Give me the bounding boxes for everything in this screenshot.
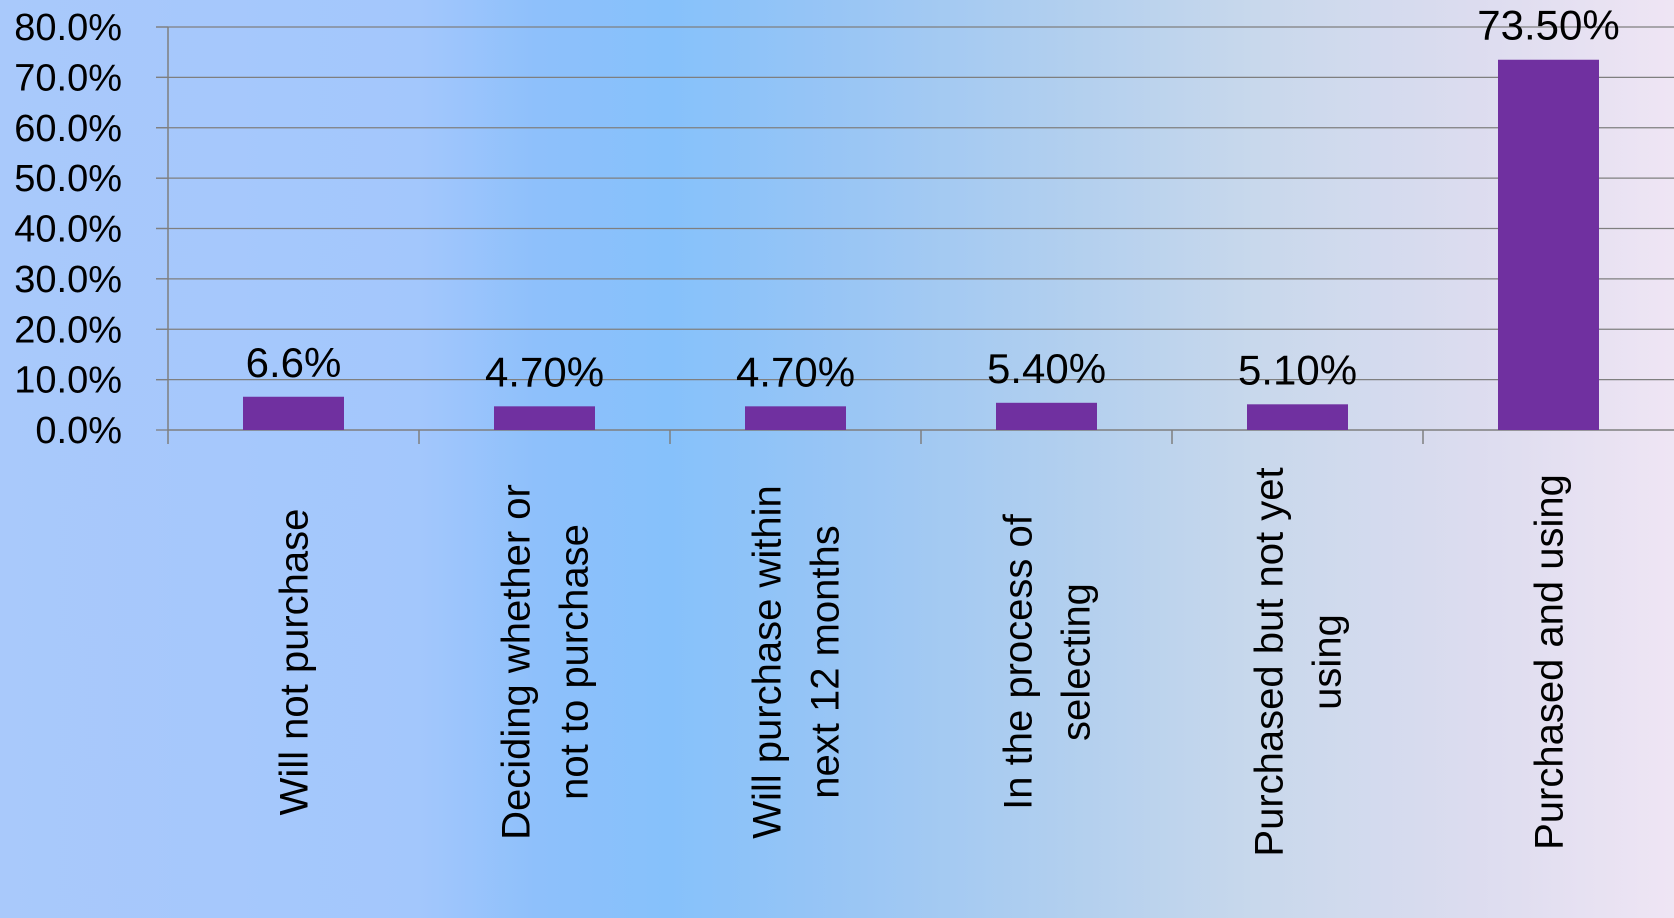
y-axis-tick-label: 40.0%	[14, 209, 122, 251]
gridlines	[156, 26, 1674, 381]
category-label-line: Deciding whether or	[495, 484, 539, 840]
data-labels: 6.6% 4.70% 4.70% 5.40% 5.10% 73.50%	[246, 2, 1620, 396]
y-axis-tick-label: 10.0%	[14, 360, 122, 402]
category-label: Purchased but not yet using	[1248, 467, 1350, 856]
axes	[156, 26, 1674, 444]
category-label-line: Purchased and using	[1528, 474, 1572, 850]
data-label: 5.10%	[1238, 346, 1357, 393]
data-label: 4.70%	[485, 348, 604, 395]
category-label: Purchased and using	[1528, 474, 1572, 850]
category-label-line: using	[1306, 614, 1350, 710]
bar	[996, 402, 1097, 430]
y-axis-tick-label: 70.0%	[14, 57, 122, 99]
category-label-line: selecting	[1055, 583, 1099, 741]
category-label: In the process of selecting	[997, 513, 1099, 810]
y-axis-tick-label: 80.0%	[14, 7, 122, 49]
bars	[243, 59, 1599, 431]
bar	[1498, 59, 1599, 431]
y-axis-tick-label: 0.0%	[35, 410, 122, 452]
category-label-line: next 12 months	[804, 525, 848, 799]
data-label: 6.6%	[246, 339, 342, 386]
y-axis-tick-labels: 0.0% 10.0% 20.0% 30.0% 40.0% 50.0% 60.0% 70.0% 8…	[14, 7, 122, 452]
bar	[494, 406, 595, 430]
data-label: 73.50%	[1477, 2, 1619, 49]
y-axis-tick-label: 30.0%	[14, 259, 122, 301]
data-label: 5.40%	[987, 345, 1106, 392]
data-label: 4.70%	[736, 348, 855, 395]
category-labels: Will not purchase Deciding whether or not …	[273, 467, 1572, 856]
bar	[745, 406, 846, 430]
y-axis-tick-label: 50.0%	[14, 158, 122, 200]
category-label: Will purchase within next 12 months	[746, 485, 848, 838]
bar	[1247, 404, 1348, 430]
category-label-line: not to purchase	[553, 524, 597, 800]
y-axis-tick-label: 60.0%	[14, 108, 122, 150]
category-label-line: Will purchase within	[746, 485, 790, 838]
bar	[243, 396, 344, 430]
category-label-line: Will not purchase	[273, 509, 317, 816]
category-label: Will not purchase	[273, 509, 317, 816]
category-label: Deciding whether or not to purchase	[495, 484, 597, 840]
category-label-line: Purchased but not yet	[1248, 467, 1292, 856]
y-axis-tick-label: 20.0%	[14, 309, 122, 351]
category-label-line: In the process of	[997, 513, 1041, 810]
